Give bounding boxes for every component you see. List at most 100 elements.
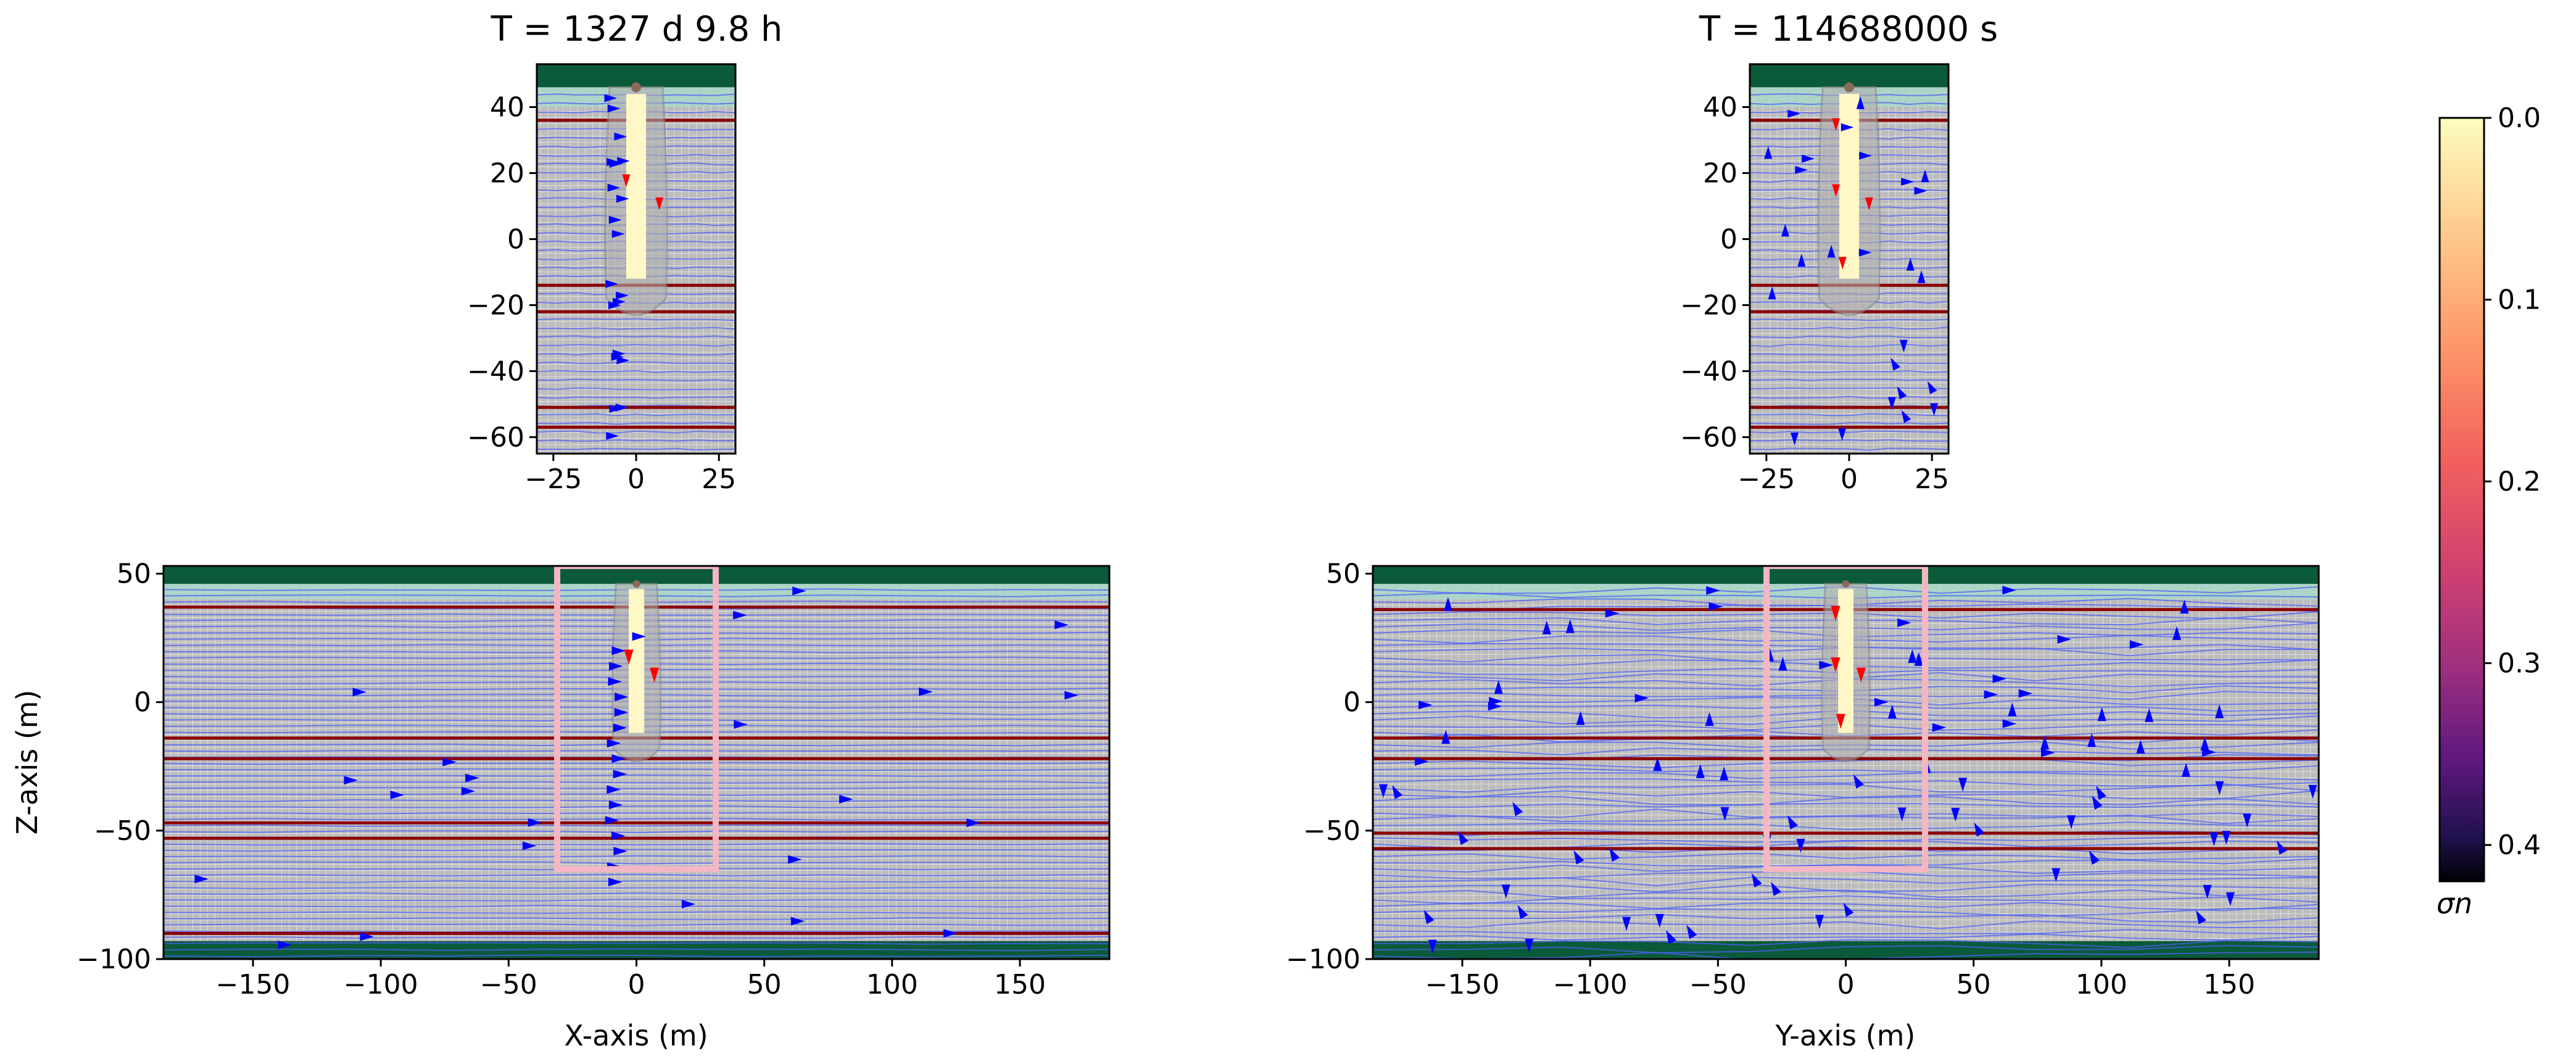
pile-head — [632, 580, 640, 588]
flow-arrow — [1517, 905, 1528, 920]
flow-arrow — [2087, 733, 2097, 747]
y-tick-label: 20 — [1703, 157, 1737, 189]
plot-area — [1750, 64, 1949, 454]
flow-arrow — [2041, 748, 2055, 757]
flow-arrow — [2276, 840, 2287, 855]
flow-arrow — [2057, 634, 2071, 644]
streamline — [164, 830, 1109, 834]
y-tick-label: 0 — [507, 223, 524, 255]
x-tick-label: 0 — [1841, 463, 1858, 495]
streamline — [1750, 318, 1949, 322]
streamline — [1373, 808, 2319, 818]
colorbar-label: σn — [2437, 887, 2472, 920]
x-tick-label: 50 — [1957, 969, 1991, 1000]
flow-arrow — [1054, 620, 1069, 630]
flow-arrow — [612, 349, 626, 358]
y-tick-label: 0 — [134, 687, 151, 718]
flow-arrow — [528, 818, 542, 827]
flow-arrow — [1512, 802, 1523, 817]
flow-arrow — [1653, 757, 1662, 771]
flow-arrow — [2215, 781, 2224, 796]
flow-arrow — [1906, 257, 1915, 271]
flow-arrow — [1443, 597, 1452, 611]
pile-flow-arrow — [624, 649, 634, 665]
pile-flow-arrow — [650, 667, 659, 683]
flow-arrow — [1917, 270, 1926, 283]
flow-arrow — [1791, 433, 1799, 446]
y-tick-label: −100 — [77, 944, 151, 975]
streamline — [1373, 783, 2319, 793]
flow-arrow — [2089, 850, 2100, 865]
x-tick-label: −100 — [1553, 969, 1628, 1000]
flow-arrow — [608, 677, 622, 686]
flow-arrow — [1622, 916, 1631, 931]
flow-arrow — [2209, 832, 2219, 846]
streamline — [164, 842, 1109, 846]
flow-arrow — [606, 431, 619, 440]
flow-arrow — [1787, 815, 1798, 829]
flow-arrow — [2222, 831, 2231, 845]
flow-arrow — [632, 632, 646, 641]
flow-arrow — [2226, 892, 2235, 907]
flow-arrow — [1958, 778, 1968, 792]
flow-arrow — [1525, 939, 1534, 953]
flow-arrow — [2202, 747, 2216, 757]
flow-arrow — [2002, 586, 2016, 595]
flow-arrow — [839, 795, 853, 804]
flow-arrow — [1501, 884, 1510, 899]
flow-arrow — [1841, 123, 1854, 131]
flow-arrow — [2097, 707, 2106, 721]
flow-arrow — [344, 776, 358, 785]
y-tick-label: 50 — [117, 558, 151, 589]
bottom-right-y-section-plot: −150 −100 −50 0 50 100 150 −100 −50 0 50 — [1286, 558, 2320, 1000]
flow-arrow — [1706, 586, 1720, 595]
flow-arrow — [616, 194, 629, 203]
streamline — [1373, 778, 2319, 787]
y-tick-label: −40 — [1680, 355, 1737, 387]
flow-arrow — [1843, 902, 1854, 917]
flow-arrow — [2067, 815, 2076, 829]
flow-arrow — [1874, 697, 1889, 707]
flow-arrow — [1930, 403, 1938, 416]
streamline — [1373, 951, 2319, 959]
flow-arrow — [1494, 680, 1503, 694]
x-axis-label: X-axis (m) — [564, 1019, 708, 1052]
streamline — [537, 361, 735, 365]
flow-arrow — [966, 818, 980, 828]
flow-arrow — [1932, 723, 1947, 732]
bottom-left-x-section-plot: −150 −100 −50 0 50 100 150 −100 −50 0 50 — [77, 558, 1111, 1000]
flow-arrow — [613, 847, 627, 856]
pile-head — [631, 82, 641, 93]
pile-flow-arrow — [655, 197, 663, 210]
y-tick-label: −50 — [1303, 815, 1360, 847]
streamline — [164, 942, 1109, 945]
streamline — [1373, 884, 2319, 893]
streamline — [1750, 439, 1949, 442]
flow-arrow — [1576, 711, 1585, 725]
flow-arrow — [1859, 151, 1872, 160]
flow-arrow — [613, 770, 627, 779]
x-tick-label: −50 — [1689, 969, 1747, 1000]
colorbar-tick-label: 0.4 — [2498, 829, 2541, 861]
flow-arrow — [2243, 813, 2251, 828]
flow-arrow — [2145, 708, 2154, 722]
flow-arrow — [608, 215, 622, 224]
colorbar: σn 0.0 0.1 0.2 0.3 0.4 — [2437, 102, 2541, 920]
pile-core — [629, 589, 644, 733]
streamline — [1373, 771, 2319, 781]
streamline — [537, 439, 735, 442]
flow-arrow — [734, 720, 748, 729]
flow-arrow — [611, 754, 626, 763]
flow-arrow — [611, 831, 626, 841]
flow-arrow — [613, 723, 627, 733]
left-panel-title: T = 1327 d 9.8 h — [491, 9, 783, 49]
pile-flow-arrow — [1865, 197, 1873, 210]
x-tick-label: −25 — [524, 463, 582, 495]
flow-arrow — [1418, 700, 1433, 710]
streamline — [1750, 430, 1949, 434]
streamline — [1373, 933, 2319, 941]
x-tick-label: 150 — [2203, 969, 2255, 1000]
pile-flow-arrow — [1856, 667, 1866, 683]
flow-arrow — [2136, 739, 2145, 754]
colorbar-tick-label: 0.1 — [2498, 285, 2541, 316]
